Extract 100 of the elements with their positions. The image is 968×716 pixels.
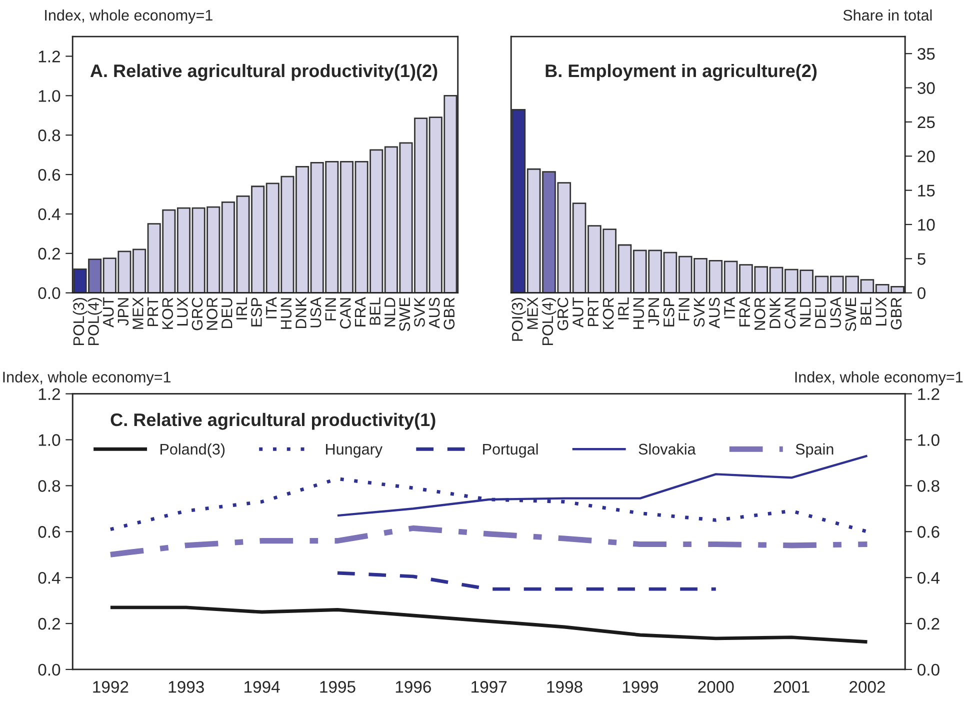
y-tick-label: 0.4 <box>38 208 60 220</box>
x-tick-label: USA <box>310 297 322 328</box>
x-tick-label: NOR <box>206 298 218 330</box>
text: B. Employment in agriculture(2) <box>546 64 817 81</box>
x-tick-label: USA <box>830 297 841 328</box>
x-tick-label: 1998 <box>547 681 582 693</box>
x-tick-label: SWE <box>845 298 856 332</box>
y-tick-label: 0.0 <box>38 664 60 676</box>
x-tick-label: SVK <box>694 297 705 327</box>
text: C. Relative agricultural productivity(1) <box>110 412 436 430</box>
x-tick-label: 2002 <box>850 681 885 693</box>
y2-tick-label: 0 <box>918 287 926 300</box>
x-tick-label: AUT <box>572 297 584 328</box>
x-tick-label: 1992 <box>93 681 128 693</box>
x-tick-label: NLD <box>800 298 811 326</box>
x-tick-label: ITA <box>724 297 735 318</box>
y2-tick-label: 1.0 <box>918 434 940 446</box>
x-tick-label: FRA <box>354 297 366 326</box>
x-tick-label: POL(3) <box>72 298 88 345</box>
x-tick-label: BEL <box>860 298 872 325</box>
x-tick-label: GBR <box>890 298 902 330</box>
y-tick-label: 0.6 <box>38 168 60 181</box>
x-tick-label: AUS <box>708 298 720 328</box>
y2-tick-label: 0.6 <box>918 526 940 538</box>
text: A. Relative agricultural productivity(1)(2) <box>90 64 438 81</box>
x-tick-label: FIN <box>678 298 690 320</box>
x-tick-label: NOR <box>754 298 766 330</box>
x-tick-label: BEL <box>370 298 380 325</box>
y-tick-label: 0.2 <box>38 248 60 260</box>
x-tick-label: 2000 <box>698 681 734 693</box>
x-tick-label: ESP <box>663 298 674 326</box>
x-tick-label: LUX <box>876 297 886 326</box>
legend-label: Slovakia <box>638 443 696 455</box>
y-tick-label: 0.8 <box>38 130 60 142</box>
x-tick-label: SWE <box>399 298 410 332</box>
x-tick-label: FRA <box>739 297 750 326</box>
y2-tick-label: 20 <box>918 150 935 162</box>
y-tick-label: 1.2 <box>38 50 60 62</box>
y2-tick-label: 15 <box>918 184 935 197</box>
x-tick-label: FIN <box>325 298 336 320</box>
y-tick-label: 1.0 <box>38 434 60 446</box>
x-tick-label: MEX <box>527 297 538 329</box>
y2-tick-label: 10 <box>918 218 935 231</box>
x-tick-label: JPN <box>118 298 129 326</box>
x-tick-label: 1993 <box>168 681 204 693</box>
x-tick-label: GBR <box>444 298 455 330</box>
x-tick-label: DNK <box>770 297 780 328</box>
y-tick-label: 0.6 <box>38 526 60 538</box>
legend-label: Spain <box>796 443 834 458</box>
y2-axis-title: Share in total <box>843 9 932 21</box>
y-axis-title: Index, whole economy=1 <box>3 371 171 386</box>
y2-tick-label: 0.4 <box>918 572 940 584</box>
x-tick-label: HUN <box>633 298 644 329</box>
y2-tick-label: 25 <box>918 116 935 128</box>
x-tick-label: 2001 <box>774 681 810 693</box>
x-tick-label: 1995 <box>320 681 356 693</box>
x-tick-label: DEU <box>815 298 826 328</box>
y2-tick-label: 30 <box>918 82 935 94</box>
legend-label: Hungary <box>326 444 383 458</box>
y-axis-title: Index, whole economy=1 <box>45 9 212 24</box>
y2-axis-title: Index, whole economy=1 <box>795 371 963 386</box>
x-tick-label: NLD <box>384 298 396 326</box>
y-tick-label: 0.2 <box>38 618 60 630</box>
x-tick-label: ITA <box>266 297 277 318</box>
x-tick-label: CAN <box>784 298 796 328</box>
x-tick-label: CAN <box>340 298 351 328</box>
y2-tick-label: 0.2 <box>918 618 940 630</box>
x-tick-label: KOR <box>162 298 174 329</box>
y-tick-label: 0.0 <box>38 287 60 300</box>
x-tick-label: POL(4) <box>542 298 556 345</box>
x-tick-label: 1996 <box>396 681 431 693</box>
x-tick-label: JPN <box>648 298 660 326</box>
x-tick-label: IRL <box>236 298 247 320</box>
x-tick-label: LUX <box>177 297 188 326</box>
x-tick-label: SVK <box>414 297 425 327</box>
x-tick-label: ESP <box>251 298 262 326</box>
x-tick-label: DNK <box>296 297 306 328</box>
x-tick-label: DEU <box>222 298 232 328</box>
y2-tick-label: 5 <box>918 253 926 265</box>
x-tick-label: 1994 <box>244 681 280 693</box>
line-series <box>108 606 869 644</box>
y2-tick-label: 0.0 <box>918 664 940 676</box>
y-tick-label: 1.0 <box>38 90 60 102</box>
x-tick-label: GRC <box>192 298 203 330</box>
legend-label: Portugal <box>483 443 538 458</box>
x-tick-label: 1997 <box>472 681 507 693</box>
x-tick-label: PRT <box>148 297 158 326</box>
x-tick-label: GRC <box>557 298 568 330</box>
y-tick-label: 0.8 <box>38 480 60 492</box>
x-tick-label: 1999 <box>622 681 658 693</box>
legend-label: Poland(3) <box>160 443 225 458</box>
y-tick-label: 1.2 <box>38 388 60 400</box>
x-tick-label: MEX <box>132 297 144 329</box>
y2-tick-label: 0.8 <box>918 480 940 492</box>
x-tick-label: KOR <box>602 298 614 329</box>
y2-tick-label: 1.2 <box>918 388 940 400</box>
x-tick-label: AUT <box>103 297 114 328</box>
y2-tick-label: 35 <box>918 48 935 60</box>
x-tick-label: POI(3) <box>512 298 526 341</box>
x-tick-label: AUS <box>428 298 440 328</box>
